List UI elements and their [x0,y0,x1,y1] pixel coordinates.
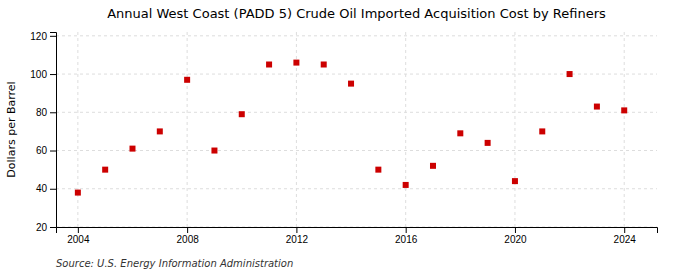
grid-line [624,32,625,227]
tick-label: 100 [30,69,47,80]
axis-line [50,33,57,228]
tick: 100 [30,69,56,80]
tick-mark [78,227,79,233]
point [512,178,518,184]
point [75,190,81,196]
tick-mark [50,189,56,190]
tick: 120 [30,31,56,42]
annotation: Source: U.S. Energy Information Administ… [56,258,293,269]
point [375,167,381,173]
grid-line [77,32,78,227]
point [348,81,354,87]
tick: 2024 [614,227,637,245]
grid-line [56,150,657,151]
tick-mark [187,227,188,233]
tick-label: 40 [36,183,48,194]
y-axis-label: Dollars per Barrel [5,81,18,177]
chart: 2004 2008 2012 2016 2020 2024 20 40 60 80 100 120 An… [0,0,675,275]
grid-line [405,32,406,227]
point [266,62,272,68]
tick: 80 [36,107,56,118]
tick-label: 60 [36,145,48,156]
tick: 60 [36,145,56,156]
tick-mark [406,227,407,233]
points [75,60,627,196]
tick-label: 2008 [177,234,200,245]
tick: 2016 [395,227,418,245]
point [403,182,409,188]
tick-label: 2020 [504,234,527,245]
point [321,62,327,68]
tick-label: 2004 [67,234,90,245]
point [539,128,545,134]
tick-mark [50,36,56,37]
grid-line [514,32,515,227]
tick-label: 80 [36,107,48,118]
point [184,77,190,83]
tick: 20 [36,222,56,233]
grid-line [56,35,657,36]
grid-line [56,188,657,189]
point [457,130,463,136]
point [293,60,299,66]
tick-mark [50,112,56,113]
tick: 2008 [177,227,200,245]
tick-mark [515,227,516,233]
point [102,167,108,173]
tick: 40 [36,183,56,194]
tick-mark [50,74,56,75]
tick-label: 20 [36,222,48,233]
tick-label: 2016 [395,234,418,245]
point [157,128,163,134]
point [621,107,627,113]
tick-mark [50,151,56,152]
tick: 2020 [504,227,527,245]
grid [56,32,657,227]
tick-label: 2024 [614,234,637,245]
grid-line [56,112,657,113]
point [129,146,135,152]
tick-mark [624,227,625,233]
point [239,111,245,117]
tick: 2012 [286,227,309,245]
axis-line [57,228,658,234]
point [594,104,600,110]
point [430,163,436,169]
point [211,148,217,154]
title: Annual West Coast (PADD 5) Crude Oil Imp… [107,6,606,21]
point [567,71,573,77]
tick-label: 2012 [286,234,309,245]
tick-label: 120 [30,31,47,42]
point [485,140,491,146]
tick-mark [296,227,297,233]
plot-area: 2004 2008 2012 2016 2020 2024 20 40 60 80 100 120 [30,31,657,246]
tick: 2004 [67,227,90,245]
y-axis: 20 40 60 80 100 120 [30,31,56,233]
grid-line [187,32,188,227]
x-axis: 2004 2008 2012 2016 2020 2024 [57,227,658,245]
tick-mark [50,227,56,228]
